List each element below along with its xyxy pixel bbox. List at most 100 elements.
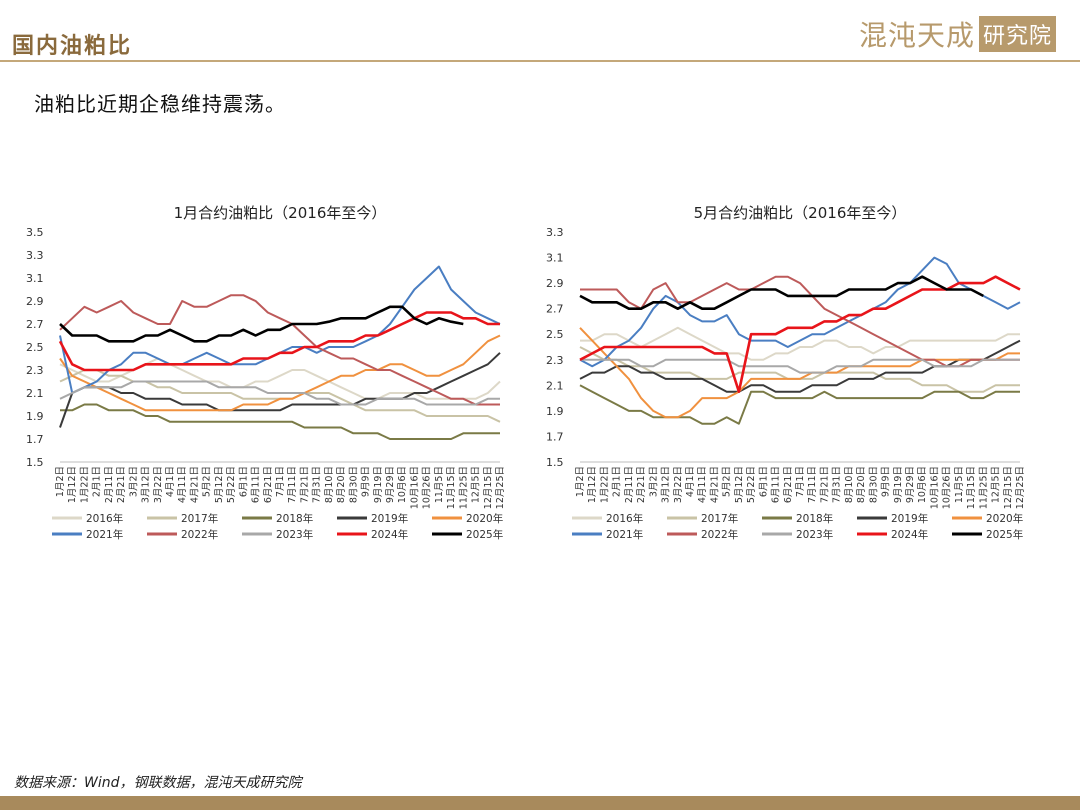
- series-line-2018: [579, 384, 1020, 425]
- x-tick-label: 4月11日: [697, 466, 708, 503]
- x-tick-label: 7月31日: [832, 466, 843, 503]
- series-line-2025: [579, 275, 984, 310]
- x-tick-label: 10月16日: [409, 466, 420, 509]
- series-line-2020: [579, 327, 1020, 419]
- brand-logo-sub: 研究院: [978, 16, 1056, 52]
- x-tick-label: 9月9日: [881, 466, 892, 497]
- chart-may-contract: 5月合约油粕比（2016年至今） 1.5 1.7 1.9 2.1 2.3 2.5 2.7 2.9…: [540, 200, 1040, 550]
- legend-label: 2021年: [86, 528, 123, 541]
- y-tick-label: 2.3: [26, 364, 44, 377]
- y-tick-label: 1.9: [546, 405, 564, 418]
- legend-label: 2022年: [701, 528, 738, 541]
- x-tick-label: 6月1日: [758, 466, 769, 497]
- y-tick-label: 2.9: [26, 295, 44, 308]
- series-line-2016: [580, 326, 1020, 361]
- y-tick-label: 3.5: [26, 226, 44, 239]
- x-tick-label: 8月30日: [868, 466, 879, 503]
- x-tick-label: 3月22日: [153, 466, 164, 503]
- x-tick-label: 5月22日: [746, 466, 757, 503]
- x-tick-label: 9月29日: [905, 466, 916, 503]
- x-tick-label: 3月12日: [661, 466, 672, 503]
- brand-logo: 混沌天成 研究院: [859, 14, 1056, 54]
- series-line-2023: [580, 358, 1020, 374]
- x-tick-label: 11月5日: [954, 466, 965, 503]
- chart-january-svg: 1月合约油粕比（2016年至今） 1.5 1.7 1.9 2.1 2.3 2.5 2.7 2.9…: [26, 204, 506, 541]
- x-tick-label: 2月1日: [92, 466, 103, 497]
- x-tick-label: 7月11日: [807, 466, 818, 503]
- brand-logo-name: 混沌天成: [858, 19, 975, 52]
- x-tick-label: 5月2日: [722, 466, 733, 497]
- x-tick-label: 1月2日: [55, 466, 66, 497]
- x-tick-label: 9月19日: [373, 466, 384, 503]
- x-tick-label: 10月6日: [917, 466, 928, 503]
- y-tick-label: 2.5: [26, 341, 44, 354]
- x-tick-label: 8月20日: [336, 466, 347, 503]
- x-tick-label: 1月22日: [79, 466, 90, 503]
- y-tick-label: 3.1: [546, 252, 564, 265]
- x-tick-label: 2月11日: [624, 466, 635, 503]
- y-tick-label: 2.1: [26, 387, 44, 400]
- series-line-2017: [579, 346, 1020, 393]
- y-tick-label: 1.9: [26, 410, 44, 423]
- x-tick-label: 9月9日: [361, 466, 372, 497]
- x-tick-label: 2月21日: [116, 466, 127, 503]
- y-tick-label: 2.1: [546, 379, 564, 392]
- x-tick-label: 2月11日: [104, 466, 115, 503]
- series-line-2017: [59, 369, 501, 423]
- x-tick-label: 7月11日: [287, 466, 298, 503]
- header-divider: [0, 60, 1080, 62]
- y-tick-label: 2.7: [26, 318, 44, 331]
- x-tick-label: 5月2日: [202, 466, 213, 497]
- x-tick-label: 8月30日: [348, 466, 359, 503]
- x-tick-label: 10月26日: [422, 466, 433, 509]
- x-tick-label: 12月25日: [495, 466, 506, 509]
- data-source-note: 数据来源：Wind，钢联数据，混沌天成研究院: [14, 775, 302, 791]
- legend-label: 2021年: [606, 528, 643, 541]
- series-line-2024: [58, 311, 500, 372]
- x-tick-label: 7月21日: [819, 466, 830, 503]
- x-tick-label: 5月12日: [734, 466, 745, 503]
- y-tick-label: 1.5: [546, 456, 564, 469]
- legend-label: 2025年: [466, 528, 503, 541]
- x-tick-label: 6月21日: [783, 466, 794, 503]
- x-tick-label: 3月2日: [648, 466, 659, 497]
- legend-label: 2020年: [466, 512, 503, 525]
- series-line-2025: [59, 305, 464, 343]
- x-tick-label: 6月21日: [263, 466, 274, 503]
- x-tick-label: 7月31日: [312, 466, 323, 503]
- legend-label: 2017年: [181, 512, 218, 525]
- y-tick-label: 2.5: [546, 328, 564, 341]
- x-tick-label: 10月6日: [397, 466, 408, 503]
- x-tick-label: 2月1日: [612, 466, 623, 497]
- x-tick-label: 1月2日: [575, 466, 586, 497]
- x-tick-label: 11月5日: [434, 466, 445, 503]
- x-tick-label: 2月21日: [636, 466, 647, 503]
- series-line-2021: [579, 256, 1021, 368]
- legend-label: 2024年: [371, 528, 408, 541]
- x-tick-label: 11月15日: [446, 466, 457, 509]
- x-tick-label: 8月10日: [324, 466, 335, 503]
- x-tick-label: 12月25日: [1015, 466, 1026, 509]
- legend-label: 2016年: [86, 512, 123, 525]
- y-tick-label: 3.3: [546, 226, 564, 239]
- series-line-2023: [59, 380, 500, 406]
- x-tick-label: 7月1日: [275, 466, 286, 497]
- x-tick-label: 6月11日: [251, 466, 262, 503]
- legend-label: 2018年: [276, 512, 313, 525]
- x-tick-label: 12月15日: [483, 466, 494, 509]
- x-tick-label: 9月19日: [893, 466, 904, 503]
- x-tick-label: 1月12日: [67, 466, 78, 503]
- x-tick-label: 4月21日: [709, 466, 720, 503]
- chart-may-svg: 5月合约油粕比（2016年至今） 1.5 1.7 1.9 2.1 2.3 2.5 2.7 2.9…: [546, 204, 1026, 541]
- x-tick-label: 6月11日: [771, 466, 782, 503]
- x-tick-label: 4月21日: [189, 466, 200, 503]
- x-tick-label: 3月12日: [141, 466, 152, 503]
- x-tick-label: 8月20日: [856, 466, 867, 503]
- x-tick-label: 4月1日: [685, 466, 696, 497]
- legend-label: 2025年: [986, 528, 1023, 541]
- series-line-2019: [59, 352, 501, 428]
- legend-label: 2019年: [371, 512, 408, 525]
- y-tick-label: 2.7: [546, 303, 564, 316]
- y-tick-label: 2.3: [546, 354, 564, 367]
- chart-january-contract: 1月合约油粕比（2016年至今） 1.5 1.7 1.9 2.1 2.3 2.5 2.7 2.9…: [20, 200, 520, 550]
